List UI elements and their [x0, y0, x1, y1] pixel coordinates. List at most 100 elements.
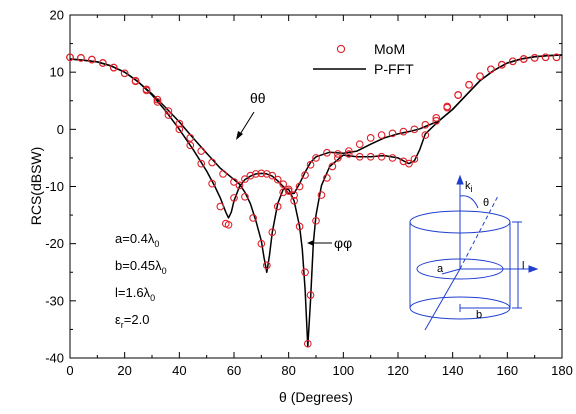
data-point [334, 154, 342, 162]
legend: MoM P-FFT [313, 41, 414, 77]
label-a: a [437, 263, 444, 275]
data-point [290, 191, 298, 199]
x-tick-label: 140 [442, 363, 464, 378]
data-point [164, 111, 173, 119]
y-tick-label: 20 [50, 8, 64, 23]
data-point [262, 261, 271, 270]
x-tick-label: 60 [227, 363, 241, 378]
label-b: b [476, 309, 482, 321]
data-point [290, 196, 298, 205]
data-point [98, 59, 107, 67]
data-point [344, 147, 353, 155]
x-tick-label: 20 [117, 363, 131, 378]
data-point [252, 170, 260, 178]
data-point [197, 159, 206, 168]
data-point [410, 125, 419, 134]
series-mom [66, 53, 561, 348]
data-point [405, 159, 413, 168]
data-point [432, 116, 441, 125]
incident-wave-line [424, 268, 461, 331]
data-point [142, 85, 151, 94]
data-point [120, 69, 129, 78]
data-point [257, 169, 266, 178]
data-point [295, 182, 304, 191]
data-point [552, 53, 561, 62]
annotation-arrow-theta [238, 111, 255, 137]
data-point [246, 171, 255, 180]
data-point [443, 103, 452, 112]
series-line-p-fft [69, 54, 563, 219]
data-point [432, 114, 441, 122]
param-l: l=1.6λ0 [115, 285, 155, 303]
x-tick-label: 120 [387, 363, 409, 378]
data-point [153, 98, 162, 106]
x-tick-label: 160 [496, 363, 518, 378]
data-point [377, 152, 386, 161]
data-point [235, 181, 244, 190]
series-mom [66, 53, 561, 229]
x-tick-label: 0 [66, 363, 73, 378]
data-point [131, 76, 140, 85]
legend-label-pfft: P-FFT [374, 61, 414, 77]
data-point [421, 131, 430, 139]
data-point [219, 170, 227, 178]
data-point [301, 171, 309, 179]
data-point [328, 162, 337, 171]
data-point [399, 127, 408, 136]
plot-frame [69, 14, 563, 359]
data-point [334, 150, 342, 158]
data-point [262, 170, 271, 178]
data-point [268, 171, 277, 180]
data-point [377, 131, 386, 139]
series-layer [66, 53, 563, 348]
series-line-p-fft [69, 54, 563, 348]
data-point [355, 140, 364, 149]
data-point [224, 220, 233, 229]
y-tick-label: -20 [45, 236, 64, 251]
data-point [410, 155, 419, 163]
data-point [257, 239, 266, 248]
legend-marker-mom [336, 44, 346, 54]
data-point [208, 158, 216, 167]
data-point [109, 63, 118, 72]
param-b: b=0.45λ0 [115, 258, 167, 276]
data-point [303, 339, 312, 348]
data-point [284, 185, 293, 194]
y-tick-label: -30 [45, 293, 64, 308]
annotation-arrowhead-theta [236, 131, 243, 140]
data-point [301, 268, 309, 277]
x-tick-label: 100 [332, 363, 354, 378]
data-point [175, 125, 184, 134]
x-tick-label: 80 [281, 363, 295, 378]
data-point [530, 54, 539, 62]
data-point [77, 54, 85, 62]
theta-angle-arc [459, 195, 479, 209]
axis-ticks: 0 20 40 60 80 100 120 140 160 180 -40 -30 -20 -10 0 10 2… [45, 8, 573, 379]
data-point [279, 180, 288, 189]
data-point [366, 152, 375, 161]
radius-a-line [441, 268, 461, 275]
data-point [306, 160, 315, 169]
param-epsilon: εr=2.0 [115, 312, 149, 330]
data-point [344, 150, 353, 158]
parameter-list: a=0.4λ0 b=0.45λ0 l=1.6λ0 εr=2.0 [115, 231, 167, 330]
y-axis-title: RCS(dBSW) [28, 147, 44, 226]
data-point [519, 55, 528, 63]
data-point [273, 175, 282, 184]
data-point [421, 120, 430, 129]
data-point [249, 214, 257, 222]
data-point [366, 134, 375, 142]
annotation-arrowhead-phi [307, 240, 314, 246]
data-point [208, 179, 216, 188]
data-point [153, 95, 162, 104]
x-tick-label: 180 [551, 363, 573, 378]
data-point [197, 147, 206, 155]
data-point [465, 80, 473, 89]
x-axis-title: θ (Degrees) [279, 389, 353, 405]
legend-label-mom: MoM [374, 41, 405, 57]
data-point [88, 55, 96, 64]
data-point [230, 178, 238, 186]
data-point [323, 148, 331, 157]
annotation-phi-phi: φφ [334, 235, 352, 251]
data-point [498, 60, 506, 69]
